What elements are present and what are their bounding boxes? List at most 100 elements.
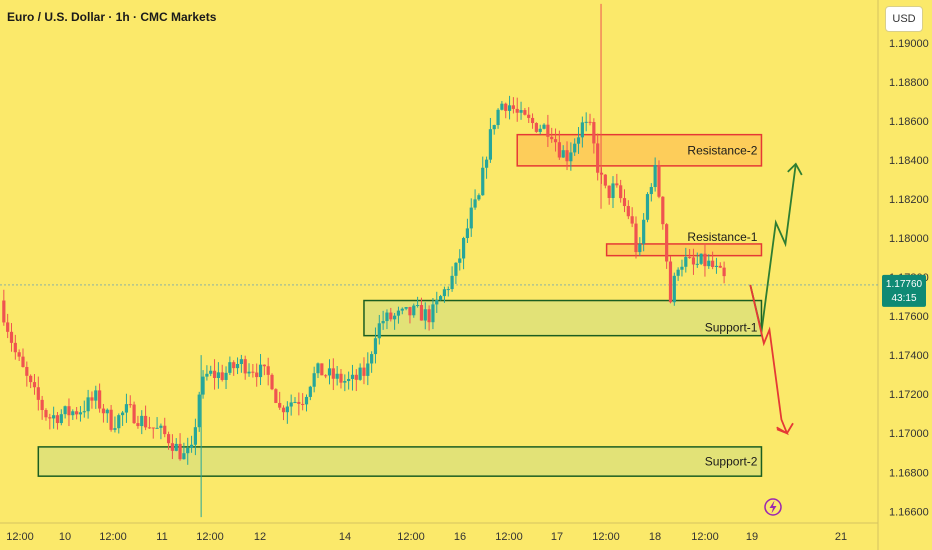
candle-body — [477, 195, 481, 200]
zone-support-2 — [363, 299, 763, 337]
zones-layer: Resistance-2 Resistance-1 Support-1 Support… — [37, 133, 763, 477]
candle-body — [255, 372, 259, 378]
candle-body — [668, 261, 673, 303]
candle-body — [335, 373, 339, 379]
candle-body — [412, 305, 416, 316]
candle-body — [297, 401, 301, 404]
candle-body — [301, 403, 305, 405]
candle-body — [274, 389, 278, 403]
candle-body — [370, 354, 374, 364]
y-tick-label: 1.18400 — [889, 155, 929, 167]
projection-down-arrowhead — [776, 422, 794, 435]
candle-body — [408, 307, 412, 316]
candle-body — [170, 443, 175, 451]
candle-body — [527, 114, 531, 118]
candle-body — [331, 368, 335, 379]
candle-body — [2, 300, 6, 323]
candle-body — [553, 139, 558, 143]
x-tick-label: 12:00 — [495, 531, 523, 543]
candle-body — [645, 194, 650, 220]
candle-body — [592, 122, 596, 144]
candle-body — [611, 183, 615, 198]
candle-body — [584, 121, 588, 123]
y-tick-label: 1.17200 — [889, 389, 929, 401]
y-tick-label: 1.18600 — [889, 116, 929, 128]
y-tick-label: 1.17600 — [889, 311, 929, 323]
candle-body — [189, 444, 194, 448]
candle-body — [561, 150, 565, 158]
zone-support-3 — [37, 446, 763, 477]
candle-body — [320, 363, 324, 376]
candle-body — [481, 167, 485, 196]
candle-body — [500, 103, 504, 110]
candle-body — [178, 443, 182, 460]
y-tick-label: 1.19000 — [889, 38, 929, 50]
candle-body — [350, 374, 355, 379]
candle-body — [94, 390, 98, 401]
candle-body — [714, 265, 719, 267]
candle-body — [672, 275, 676, 303]
currency-button[interactable]: USD — [885, 6, 923, 32]
candle-body — [247, 371, 251, 374]
candle-body — [193, 427, 197, 445]
candle-body — [216, 372, 220, 378]
candle-body — [354, 374, 358, 380]
candle-body — [159, 425, 163, 428]
x-tick-label: 16 — [454, 531, 466, 543]
x-tick-label: 19 — [746, 531, 758, 543]
candle-body — [454, 262, 458, 276]
candle-body — [358, 367, 362, 380]
candle-body — [427, 309, 431, 323]
x-tick-label: 12:00 — [99, 531, 127, 543]
x-tick-label: 18 — [649, 531, 661, 543]
candle-body — [262, 364, 266, 367]
candle-body — [182, 453, 186, 460]
candle-body — [416, 305, 420, 307]
candles-layer — [2, 3, 726, 518]
candle-body — [381, 321, 385, 324]
candle-body — [347, 378, 351, 382]
last-price-tag: 1.17760 43:15 — [882, 274, 926, 307]
candle-body — [419, 305, 424, 321]
last-price-tag-bg — [882, 274, 926, 307]
x-axis-ticks: 12:00 10 12:00 11 12:00 12 14 12:00 16 12:00 17 12:… — [6, 531, 847, 543]
candle-body — [128, 404, 132, 406]
candle-body — [695, 263, 699, 265]
candle-body — [707, 260, 711, 267]
candle-body — [511, 105, 515, 109]
candle-body — [438, 296, 443, 301]
candle-body — [212, 370, 217, 378]
candle-body — [373, 338, 378, 355]
candle-body — [86, 397, 90, 412]
projection-up-arrowhead — [787, 162, 803, 176]
x-tick-label: 12 — [254, 531, 266, 543]
candle-body — [289, 402, 293, 407]
candle-body — [316, 363, 320, 374]
candle-body — [220, 372, 224, 380]
x-tick-label: 11 — [156, 531, 167, 543]
x-tick-label: 12:00 — [592, 531, 620, 543]
candle-body — [362, 367, 366, 376]
candle-body — [565, 150, 569, 162]
candle-body — [251, 371, 255, 373]
candle-body — [661, 196, 665, 225]
candle-body — [665, 224, 669, 262]
candle-body — [285, 406, 289, 413]
candle-body — [461, 238, 466, 259]
candle-body — [546, 124, 550, 137]
candle-body — [396, 310, 401, 316]
y-axis-ticks: 1.16600 1.16800 1.17000 1.17200 1.17400 1.176… — [889, 38, 929, 518]
candle-body — [435, 300, 439, 305]
zone-resistance-1 — [605, 243, 763, 257]
candle-body — [205, 373, 209, 377]
lightning-icon[interactable] — [764, 498, 782, 516]
candle-body — [691, 257, 696, 265]
candle-body — [404, 307, 408, 309]
candle-body — [626, 206, 630, 217]
candle-body — [458, 258, 462, 263]
candle-body — [9, 331, 14, 343]
x-tick-label: 12:00 — [196, 531, 224, 543]
candle-body — [450, 275, 454, 290]
